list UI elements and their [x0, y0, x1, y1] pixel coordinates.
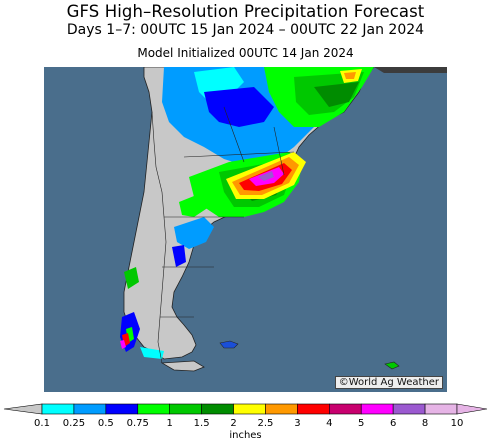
- legend-units: inches: [229, 430, 262, 441]
- legend-tick-label: 0.1: [34, 418, 50, 429]
- legend-arrow-low: [3, 403, 43, 415]
- forecast-period: Days 1–7: 00UTC 15 Jan 2024 – 00UTC 22 J…: [66, 22, 425, 38]
- legend-tick-label: 0.5: [97, 418, 114, 429]
- legend-swatch: [360, 403, 394, 415]
- legend-tick-label: 10: [450, 418, 464, 429]
- legend-swatch: [329, 403, 362, 415]
- legend-swatch: [424, 403, 458, 415]
- legend-tick-label: 1: [166, 418, 173, 429]
- legend-swatch: [169, 403, 202, 415]
- legend-tick-label: 0.25: [62, 418, 86, 429]
- legend-arrow-high: [456, 403, 488, 415]
- legend-tick-label: 3: [294, 418, 301, 429]
- land-falklands: [219, 340, 239, 349]
- legend-swatch: [392, 403, 426, 415]
- legend-swatch: [41, 403, 75, 415]
- precipitation-map: ©World Ag Weather: [44, 67, 447, 392]
- legend-swatch: [265, 403, 298, 415]
- legend-tick-label: 2: [230, 418, 237, 429]
- legend-swatch: [73, 403, 107, 415]
- legend-tick-label: 8: [421, 418, 429, 429]
- model-init-time: Model Initialized 00UTC 14 Jan 2024: [137, 46, 354, 60]
- legend-tick-label: 1.5: [193, 418, 210, 429]
- copyright-credit: ©World Ag Weather: [334, 376, 443, 389]
- land-south-georgia: [384, 361, 400, 370]
- legend-swatch: [233, 403, 266, 415]
- legend-tick-label: 6: [389, 418, 397, 429]
- precip-color-legend: 0.1 0.25 0.5 0.75 1 1.5 2 2.5 3 4 5 6 8 10 inches: [0, 398, 491, 442]
- legend-swatch: [201, 403, 234, 415]
- legend-colorbar: [3, 403, 488, 415]
- legend-tick-label: 4: [326, 418, 333, 429]
- legend-tick-label: 2.5: [257, 418, 274, 429]
- legend-tick-label: 0.75: [126, 418, 149, 429]
- precip-shading: [120, 67, 374, 359]
- land-tierra-del-fuego: [160, 360, 205, 372]
- legend-swatch: [297, 403, 330, 415]
- outside-domain: [374, 67, 447, 73]
- legend-swatch: [105, 403, 139, 415]
- map-title: GFS High–Resolution Precipitation Foreca…: [66, 2, 425, 21]
- legend-swatch: [137, 403, 170, 415]
- legend-tick-label: 5: [358, 418, 365, 429]
- political-borders: [151, 106, 295, 364]
